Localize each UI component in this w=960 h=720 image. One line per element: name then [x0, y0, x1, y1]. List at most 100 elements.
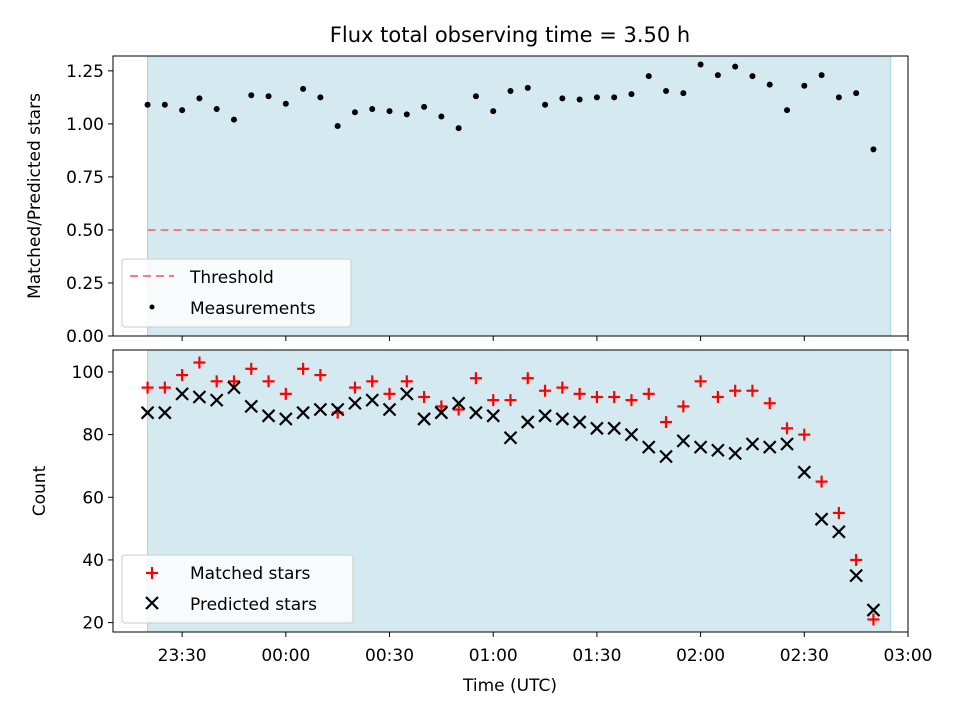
measurement-point	[490, 108, 497, 115]
measurement-point	[248, 92, 255, 99]
predicted-star-point	[745, 437, 760, 451]
top-y-tick-label: 0.50	[66, 221, 104, 241]
predicted-star-point	[348, 396, 362, 411]
predicted-star-point	[624, 427, 639, 442]
predicted-star-point	[780, 437, 794, 451]
measurement-point	[784, 107, 791, 114]
predicted-star-point	[330, 402, 345, 417]
measurement-point	[403, 111, 410, 118]
measurement-point	[628, 91, 635, 98]
legend-predicted-swatch	[145, 596, 159, 610]
legend-predicted-label: Predicted stars	[190, 595, 317, 615]
predicted-star-point	[469, 405, 483, 420]
measurement-point	[369, 106, 376, 113]
predicted-star-point	[382, 402, 397, 417]
measurement-point	[317, 94, 324, 101]
bottom-y-tick-label: 20	[82, 614, 104, 634]
measurement-point	[680, 90, 687, 97]
x-axis-label: Time (UTC)	[462, 676, 557, 696]
top-y-tick-label: 1.25	[66, 62, 104, 82]
top-y-tick-label: 0.75	[66, 168, 104, 188]
matched-star-point	[625, 394, 638, 407]
measurement-point	[749, 73, 756, 80]
x-tick-label: 02:00	[676, 646, 725, 666]
bottom-panel: 20 40 60 80 100 23:30 00:00 00:30 01:00 01:30 02:…	[30, 349, 933, 696]
predicted-star-point	[503, 430, 518, 445]
measurement-point	[714, 72, 721, 79]
matched-star-point	[850, 553, 863, 566]
top-x-ticks	[181, 336, 909, 341]
matched-star-point	[176, 369, 189, 382]
matched-star-point	[608, 391, 621, 403]
count-points	[140, 356, 881, 626]
predicted-star-point	[365, 393, 380, 407]
predicted-star-point	[590, 421, 604, 436]
predicted-star-point	[572, 415, 587, 429]
predicted-star-point	[521, 415, 535, 429]
measurement-point	[697, 61, 704, 68]
predicted-star-point	[711, 443, 725, 458]
matched-star-point	[245, 362, 258, 375]
matched-star-point	[746, 384, 759, 397]
x-tick-label: 01:00	[469, 646, 518, 666]
measurement-point	[265, 93, 272, 100]
matched-star-point	[729, 384, 742, 397]
measurement-point	[334, 123, 341, 129]
predicted-star-point	[555, 412, 570, 426]
predicted-star-point	[261, 409, 276, 423]
measurement-point	[351, 109, 358, 116]
top-axes-frame	[112, 55, 909, 337]
predicted-star-point	[227, 380, 241, 395]
predicted-star-point	[641, 440, 656, 454]
top-y-tick-label: 1.00	[66, 115, 104, 135]
measurement-point	[300, 85, 307, 92]
matched-star-point	[660, 416, 673, 429]
bottom-y-axis-label: Count	[30, 465, 50, 516]
measurement-point	[213, 106, 220, 113]
bottom-y-tick-label: 40	[82, 551, 104, 571]
matched-star-point	[141, 381, 154, 394]
top-y-tick-label: 0.00	[66, 327, 104, 347]
matched-star-point	[400, 375, 413, 388]
matched-star-point	[539, 384, 552, 397]
predicted-star-point	[814, 512, 829, 526]
matched-star-point	[418, 391, 431, 403]
measurement-point	[801, 82, 808, 89]
predicted-star-point	[659, 449, 673, 464]
matched-star-point	[763, 397, 776, 410]
matched-star-point	[210, 375, 223, 388]
measurement-point	[161, 101, 168, 108]
matched-star-point	[677, 400, 690, 413]
predicted-star-point	[417, 412, 431, 426]
bottom-x-ticks: 23:30 00:00 00:30 01:00 01:30 02:00 02:30 03:00	[158, 632, 933, 666]
predicted-star-point	[400, 387, 414, 401]
measurement-point	[282, 100, 289, 107]
x-tick-label: 00:30	[365, 646, 414, 666]
measurement-point	[472, 93, 479, 100]
measurement-point	[542, 101, 549, 108]
matched-star-point	[314, 369, 327, 382]
top-y-ticks: 0.00 0.25 0.50 0.75 1.00 1.25	[66, 62, 113, 347]
matched-star-point	[556, 381, 569, 394]
predicted-star-point	[451, 396, 466, 411]
measurement-point	[576, 96, 583, 103]
matched-star-point	[435, 400, 448, 413]
measurement-point	[766, 81, 773, 88]
matched-star-point	[262, 375, 275, 388]
legend-matched-label: Matched stars	[190, 564, 310, 584]
bottom-legend: Matched stars Predicted stars	[121, 554, 354, 624]
matched-star-point	[694, 375, 707, 388]
measurement-point	[835, 94, 842, 101]
matched-star-point	[504, 394, 517, 407]
matched-star-point	[158, 381, 171, 394]
measurement-point	[818, 72, 825, 79]
chart-title: Flux total observing time = 3.50 h	[330, 23, 690, 47]
predicted-star-point	[296, 405, 310, 420]
matched-star-point	[798, 428, 811, 441]
predicted-star-point	[244, 399, 259, 414]
measurement-point	[663, 88, 670, 94]
predicted-star-point	[209, 393, 224, 407]
measurement-point	[524, 84, 531, 91]
matched-star-point	[711, 391, 724, 403]
measurement-point	[386, 108, 393, 115]
